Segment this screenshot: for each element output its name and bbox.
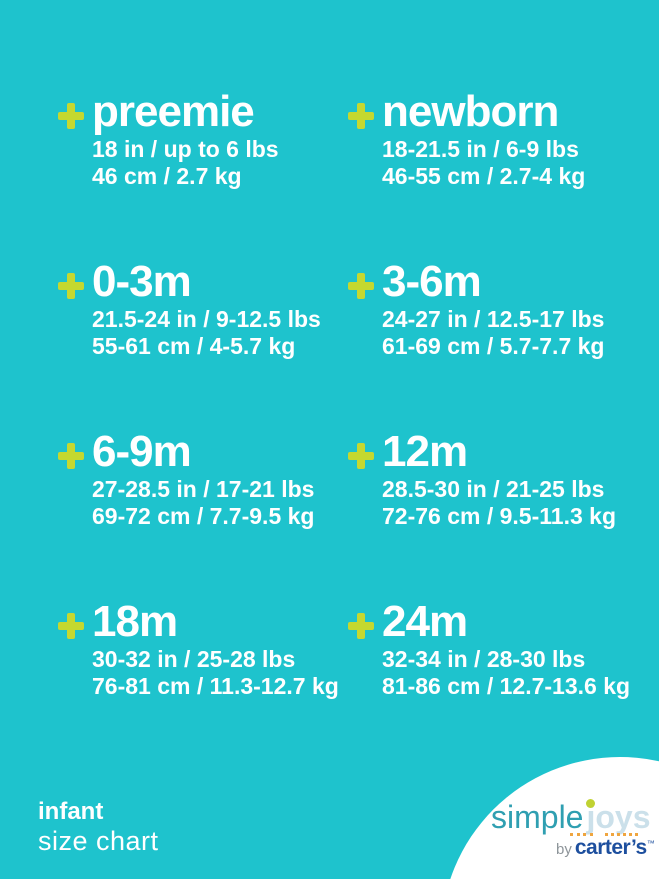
size-metric: 46 cm / 2.7 kg [92, 163, 242, 189]
size-label: 0-3m [92, 257, 192, 306]
plus-icon [58, 613, 84, 639]
chart-title-line2: size chart [38, 826, 159, 856]
size-entry-6-9m: 6-9m 27-28.5 in / 17-21 lbs 69-72 cm / 7… [58, 428, 348, 598]
plus-icon [348, 103, 374, 129]
size-imperial: 18-21.5 in / 6-9 lbs [382, 136, 579, 162]
j-dot-icon [586, 799, 596, 808]
size-chart-grid: preemie 18 in / up to 6 lbs 46 cm / 2.7 … [58, 88, 638, 768]
size-metric: 69-72 cm / 7.7-9.5 kg [92, 503, 315, 529]
size-label: 24m [382, 597, 468, 646]
logo-by-text: by [556, 841, 572, 858]
size-metric: 55-61 cm / 4-5.7 kg [92, 333, 296, 359]
logo-carters-text: carter’s [574, 836, 647, 859]
size-entry-0-3m: 0-3m 21.5-24 in / 9-12.5 lbs 55-61 cm / … [58, 258, 348, 428]
plus-icon [348, 443, 374, 469]
size-imperial: 32-34 in / 28-30 lbs [382, 646, 586, 672]
size-label: preemie [92, 87, 255, 136]
plus-icon [58, 273, 84, 299]
plus-icon [58, 103, 84, 129]
size-label: 3-6m [382, 257, 482, 306]
size-metric: 81-86 cm / 12.7-13.6 kg [382, 673, 631, 699]
size-imperial: 30-32 in / 25-28 lbs [92, 646, 296, 672]
size-imperial: 24-27 in / 12.5-17 lbs [382, 306, 605, 332]
dotted-line-right-icon [605, 833, 638, 836]
plus-icon [348, 273, 374, 299]
trademark-symbol: ™ [646, 839, 655, 848]
size-label: 12m [382, 427, 468, 476]
logo-joys-text: joys [586, 799, 651, 835]
size-metric: 72-76 cm / 9.5-11.3 kg [382, 503, 616, 529]
size-entry-12m: 12m 28.5-30 in / 21-25 lbs 72-76 cm / 9.… [348, 428, 638, 598]
size-imperial: 18 in / up to 6 lbs [92, 136, 279, 162]
size-entry-3-6m: 3-6m 24-27 in / 12.5-17 lbs 61-69 cm / 5… [348, 258, 638, 428]
logo-simple-text: simple [491, 799, 584, 835]
chart-title: infant size chart [38, 797, 159, 857]
size-metric: 46-55 cm / 2.7-4 kg [382, 163, 586, 189]
dotted-line-left-icon [570, 833, 593, 836]
size-metric: 76-81 cm / 11.3-12.7 kg [92, 673, 339, 699]
size-metric: 61-69 cm / 5.7-7.7 kg [382, 333, 605, 359]
plus-icon [58, 443, 84, 469]
size-imperial: 27-28.5 in / 17-21 lbs [92, 476, 315, 502]
plus-icon [348, 613, 374, 639]
size-imperial: 21.5-24 in / 9-12.5 lbs [92, 306, 321, 332]
logo-byline: by carter’s ™ [556, 836, 655, 860]
chart-title-line1: infant [38, 798, 104, 825]
brand-logo: simplejoys [491, 799, 651, 835]
size-entry-newborn: newborn 18-21.5 in / 6-9 lbs 46-55 cm / … [348, 88, 638, 258]
size-entry-18m: 18m 30-32 in / 25-28 lbs 76-81 cm / 11.3… [58, 598, 348, 768]
size-entry-24m: 24m 32-34 in / 28-30 lbs 81-86 cm / 12.7… [348, 598, 638, 768]
size-label: newborn [382, 87, 559, 136]
size-label: 6-9m [92, 427, 192, 476]
size-imperial: 28.5-30 in / 21-25 lbs [382, 476, 605, 502]
size-entry-preemie: preemie 18 in / up to 6 lbs 46 cm / 2.7 … [58, 88, 348, 258]
size-label: 18m [92, 597, 178, 646]
